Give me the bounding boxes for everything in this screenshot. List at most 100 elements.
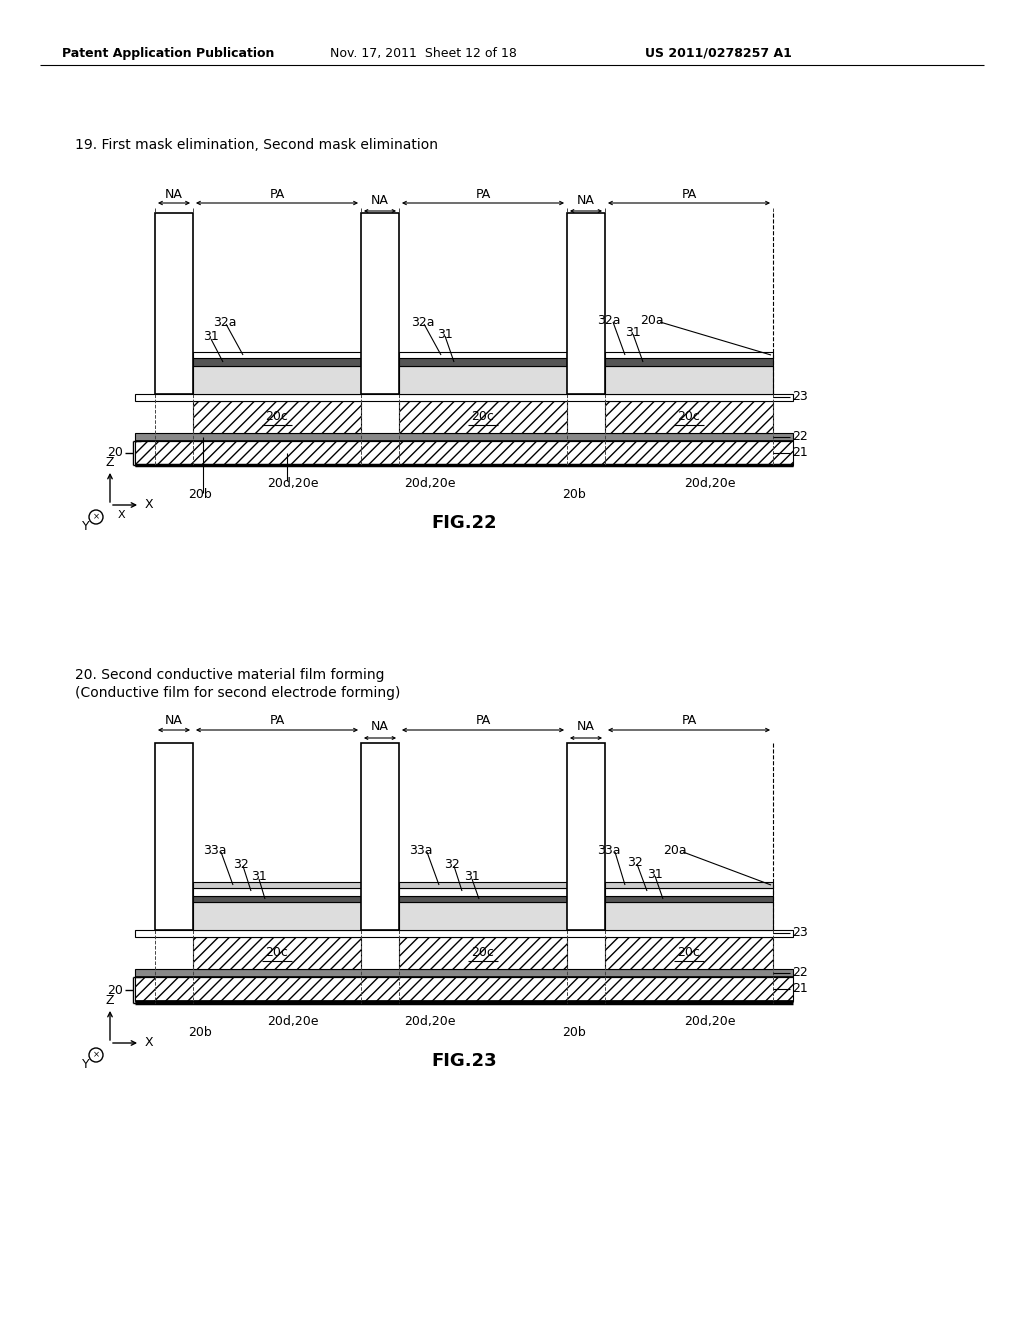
Bar bbox=[399, 358, 567, 366]
Text: 33a: 33a bbox=[203, 843, 226, 857]
Text: Nov. 17, 2011  Sheet 12 of 18: Nov. 17, 2011 Sheet 12 of 18 bbox=[330, 46, 517, 59]
Text: 20b: 20b bbox=[562, 1027, 586, 1040]
Text: 31: 31 bbox=[647, 867, 663, 880]
Text: NA: NA bbox=[165, 714, 183, 727]
Text: 20d,20e: 20d,20e bbox=[267, 477, 318, 490]
Text: 20d,20e: 20d,20e bbox=[684, 477, 735, 490]
Text: NA: NA bbox=[578, 194, 595, 206]
Text: NA: NA bbox=[578, 721, 595, 734]
Text: 32a: 32a bbox=[213, 315, 237, 329]
Text: NA: NA bbox=[371, 194, 389, 206]
Text: Z: Z bbox=[105, 994, 115, 1007]
Bar bbox=[605, 882, 773, 888]
Text: 22: 22 bbox=[792, 430, 808, 444]
Bar bbox=[399, 896, 567, 902]
Text: 31: 31 bbox=[437, 327, 453, 341]
Bar bbox=[361, 213, 399, 393]
Text: FIG.23: FIG.23 bbox=[431, 1052, 497, 1071]
Text: 20. Second conductive material film forming: 20. Second conductive material film form… bbox=[75, 668, 384, 682]
Text: 20b: 20b bbox=[188, 488, 212, 502]
Text: PA: PA bbox=[681, 714, 696, 727]
Bar bbox=[399, 401, 567, 433]
Bar bbox=[135, 977, 793, 1001]
Text: 20: 20 bbox=[108, 446, 123, 459]
Bar bbox=[361, 743, 399, 931]
Text: 20c: 20c bbox=[472, 411, 495, 424]
Bar bbox=[605, 358, 773, 366]
Text: 31: 31 bbox=[251, 870, 266, 883]
Text: 20b: 20b bbox=[188, 1027, 212, 1040]
Bar bbox=[193, 882, 361, 888]
Text: 32a: 32a bbox=[597, 314, 621, 326]
Text: ×: × bbox=[92, 512, 99, 521]
Text: 20d,20e: 20d,20e bbox=[404, 477, 456, 490]
Bar bbox=[605, 366, 773, 393]
Bar bbox=[399, 366, 567, 393]
Text: 20c: 20c bbox=[265, 946, 289, 960]
Text: 20a: 20a bbox=[640, 314, 664, 326]
Bar bbox=[193, 888, 361, 896]
Bar bbox=[135, 931, 793, 937]
Bar bbox=[193, 902, 361, 931]
Text: 22: 22 bbox=[792, 966, 808, 979]
Text: 20c: 20c bbox=[678, 411, 700, 424]
Text: 23: 23 bbox=[792, 391, 808, 404]
Text: 19. First mask elimination, Second mask elimination: 19. First mask elimination, Second mask … bbox=[75, 139, 438, 152]
Text: 21: 21 bbox=[792, 982, 808, 995]
Text: NA: NA bbox=[371, 721, 389, 734]
Text: 20c: 20c bbox=[472, 946, 495, 960]
Bar bbox=[399, 882, 567, 888]
Bar bbox=[605, 401, 773, 433]
Bar bbox=[193, 401, 361, 433]
Text: 20c: 20c bbox=[678, 946, 700, 960]
Text: FIG.22: FIG.22 bbox=[431, 513, 497, 532]
Text: X: X bbox=[118, 510, 126, 520]
Text: 21: 21 bbox=[792, 446, 808, 459]
Bar bbox=[135, 433, 793, 441]
Text: PA: PA bbox=[475, 714, 490, 727]
Text: 23: 23 bbox=[792, 927, 808, 940]
Bar bbox=[605, 902, 773, 931]
Text: (Conductive film for second electrode forming): (Conductive film for second electrode fo… bbox=[75, 686, 400, 700]
Bar bbox=[567, 213, 605, 393]
Bar bbox=[193, 358, 361, 366]
Text: PA: PA bbox=[475, 187, 490, 201]
Text: ×: × bbox=[92, 1051, 99, 1060]
Text: Z: Z bbox=[105, 457, 115, 470]
Bar bbox=[193, 896, 361, 902]
Text: 32: 32 bbox=[627, 855, 643, 869]
Text: 32a: 32a bbox=[411, 315, 434, 329]
Bar bbox=[605, 352, 773, 358]
Text: PA: PA bbox=[269, 187, 285, 201]
Text: PA: PA bbox=[269, 714, 285, 727]
Bar bbox=[193, 366, 361, 393]
Bar bbox=[399, 352, 567, 358]
Text: 31: 31 bbox=[464, 870, 480, 883]
Bar bbox=[135, 441, 793, 465]
Bar bbox=[605, 888, 773, 896]
Bar bbox=[567, 743, 605, 931]
Text: Y: Y bbox=[82, 520, 90, 533]
Bar bbox=[155, 743, 193, 931]
Bar bbox=[605, 937, 773, 969]
Bar bbox=[193, 937, 361, 969]
Bar bbox=[193, 352, 361, 358]
Bar bbox=[605, 896, 773, 902]
Text: Patent Application Publication: Patent Application Publication bbox=[62, 46, 274, 59]
Text: 20b: 20b bbox=[562, 488, 586, 502]
Text: 32: 32 bbox=[233, 858, 249, 870]
Bar bbox=[135, 393, 793, 401]
Text: X: X bbox=[145, 1036, 154, 1049]
Text: X: X bbox=[145, 499, 154, 511]
Bar bbox=[155, 213, 193, 393]
Text: 20d,20e: 20d,20e bbox=[404, 1015, 456, 1027]
Text: NA: NA bbox=[165, 187, 183, 201]
Text: Y: Y bbox=[82, 1059, 90, 1072]
Text: 20d,20e: 20d,20e bbox=[267, 1015, 318, 1027]
Text: 20a: 20a bbox=[663, 843, 687, 857]
Text: 33a: 33a bbox=[409, 843, 432, 857]
Text: 20: 20 bbox=[108, 983, 123, 997]
Text: 20c: 20c bbox=[265, 411, 289, 424]
Bar bbox=[399, 937, 567, 969]
Text: 32: 32 bbox=[444, 858, 460, 870]
